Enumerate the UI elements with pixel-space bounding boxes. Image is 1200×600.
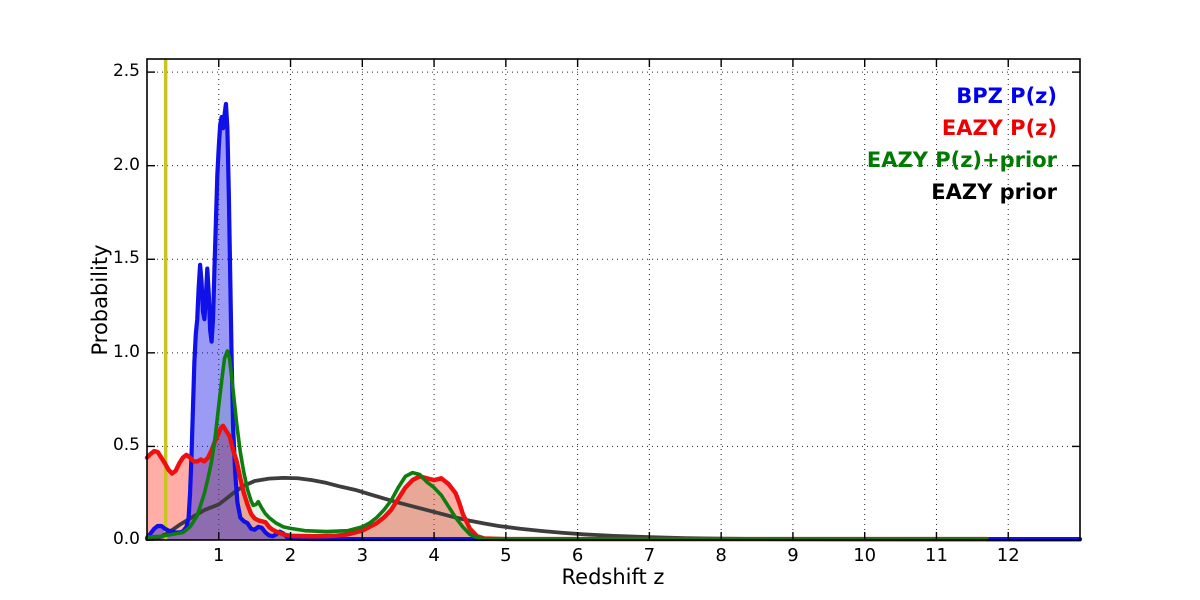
- x-tick-label: 1: [213, 545, 225, 566]
- x-tick-label: 5: [500, 545, 512, 566]
- x-tick-label: 11: [925, 545, 948, 566]
- x-tick-label: 6: [571, 545, 584, 566]
- y-tick-label: 2.5: [112, 61, 140, 82]
- x-axis-label: Redshift z: [561, 565, 665, 589]
- x-tick-label: 4: [428, 545, 440, 566]
- x-tick-label: 2: [284, 545, 297, 566]
- x-tick-label: 3: [356, 545, 369, 566]
- legend: BPZ P(z) EAZY P(z) EAZY P(z)+prior EAZY …: [867, 80, 1057, 208]
- y-tick-label: 0.0: [112, 529, 140, 549]
- x-tick-label: 7: [643, 545, 656, 566]
- y-tick-label: 2.0: [112, 154, 140, 175]
- legend-item-bpz-pz: BPZ P(z): [956, 84, 1057, 108]
- y-tick-label: 0.5: [112, 435, 140, 456]
- x-tick-label: 9: [787, 545, 799, 566]
- y-axis-label: Probability: [88, 244, 112, 356]
- legend-item-eazy-prior: EAZY prior: [931, 180, 1057, 204]
- legend-item-eazy-pz: EAZY P(z): [941, 116, 1057, 140]
- y-tick-label: 1.0: [112, 341, 140, 362]
- x-tick-label: 10: [853, 545, 877, 566]
- legend-item-eazy-pz-prior: EAZY P(z)+prior: [866, 148, 1057, 172]
- x-tick-label: 8: [715, 545, 727, 566]
- x-tick-label: 12: [996, 545, 1020, 566]
- y-tick-label: 1.5: [112, 248, 140, 269]
